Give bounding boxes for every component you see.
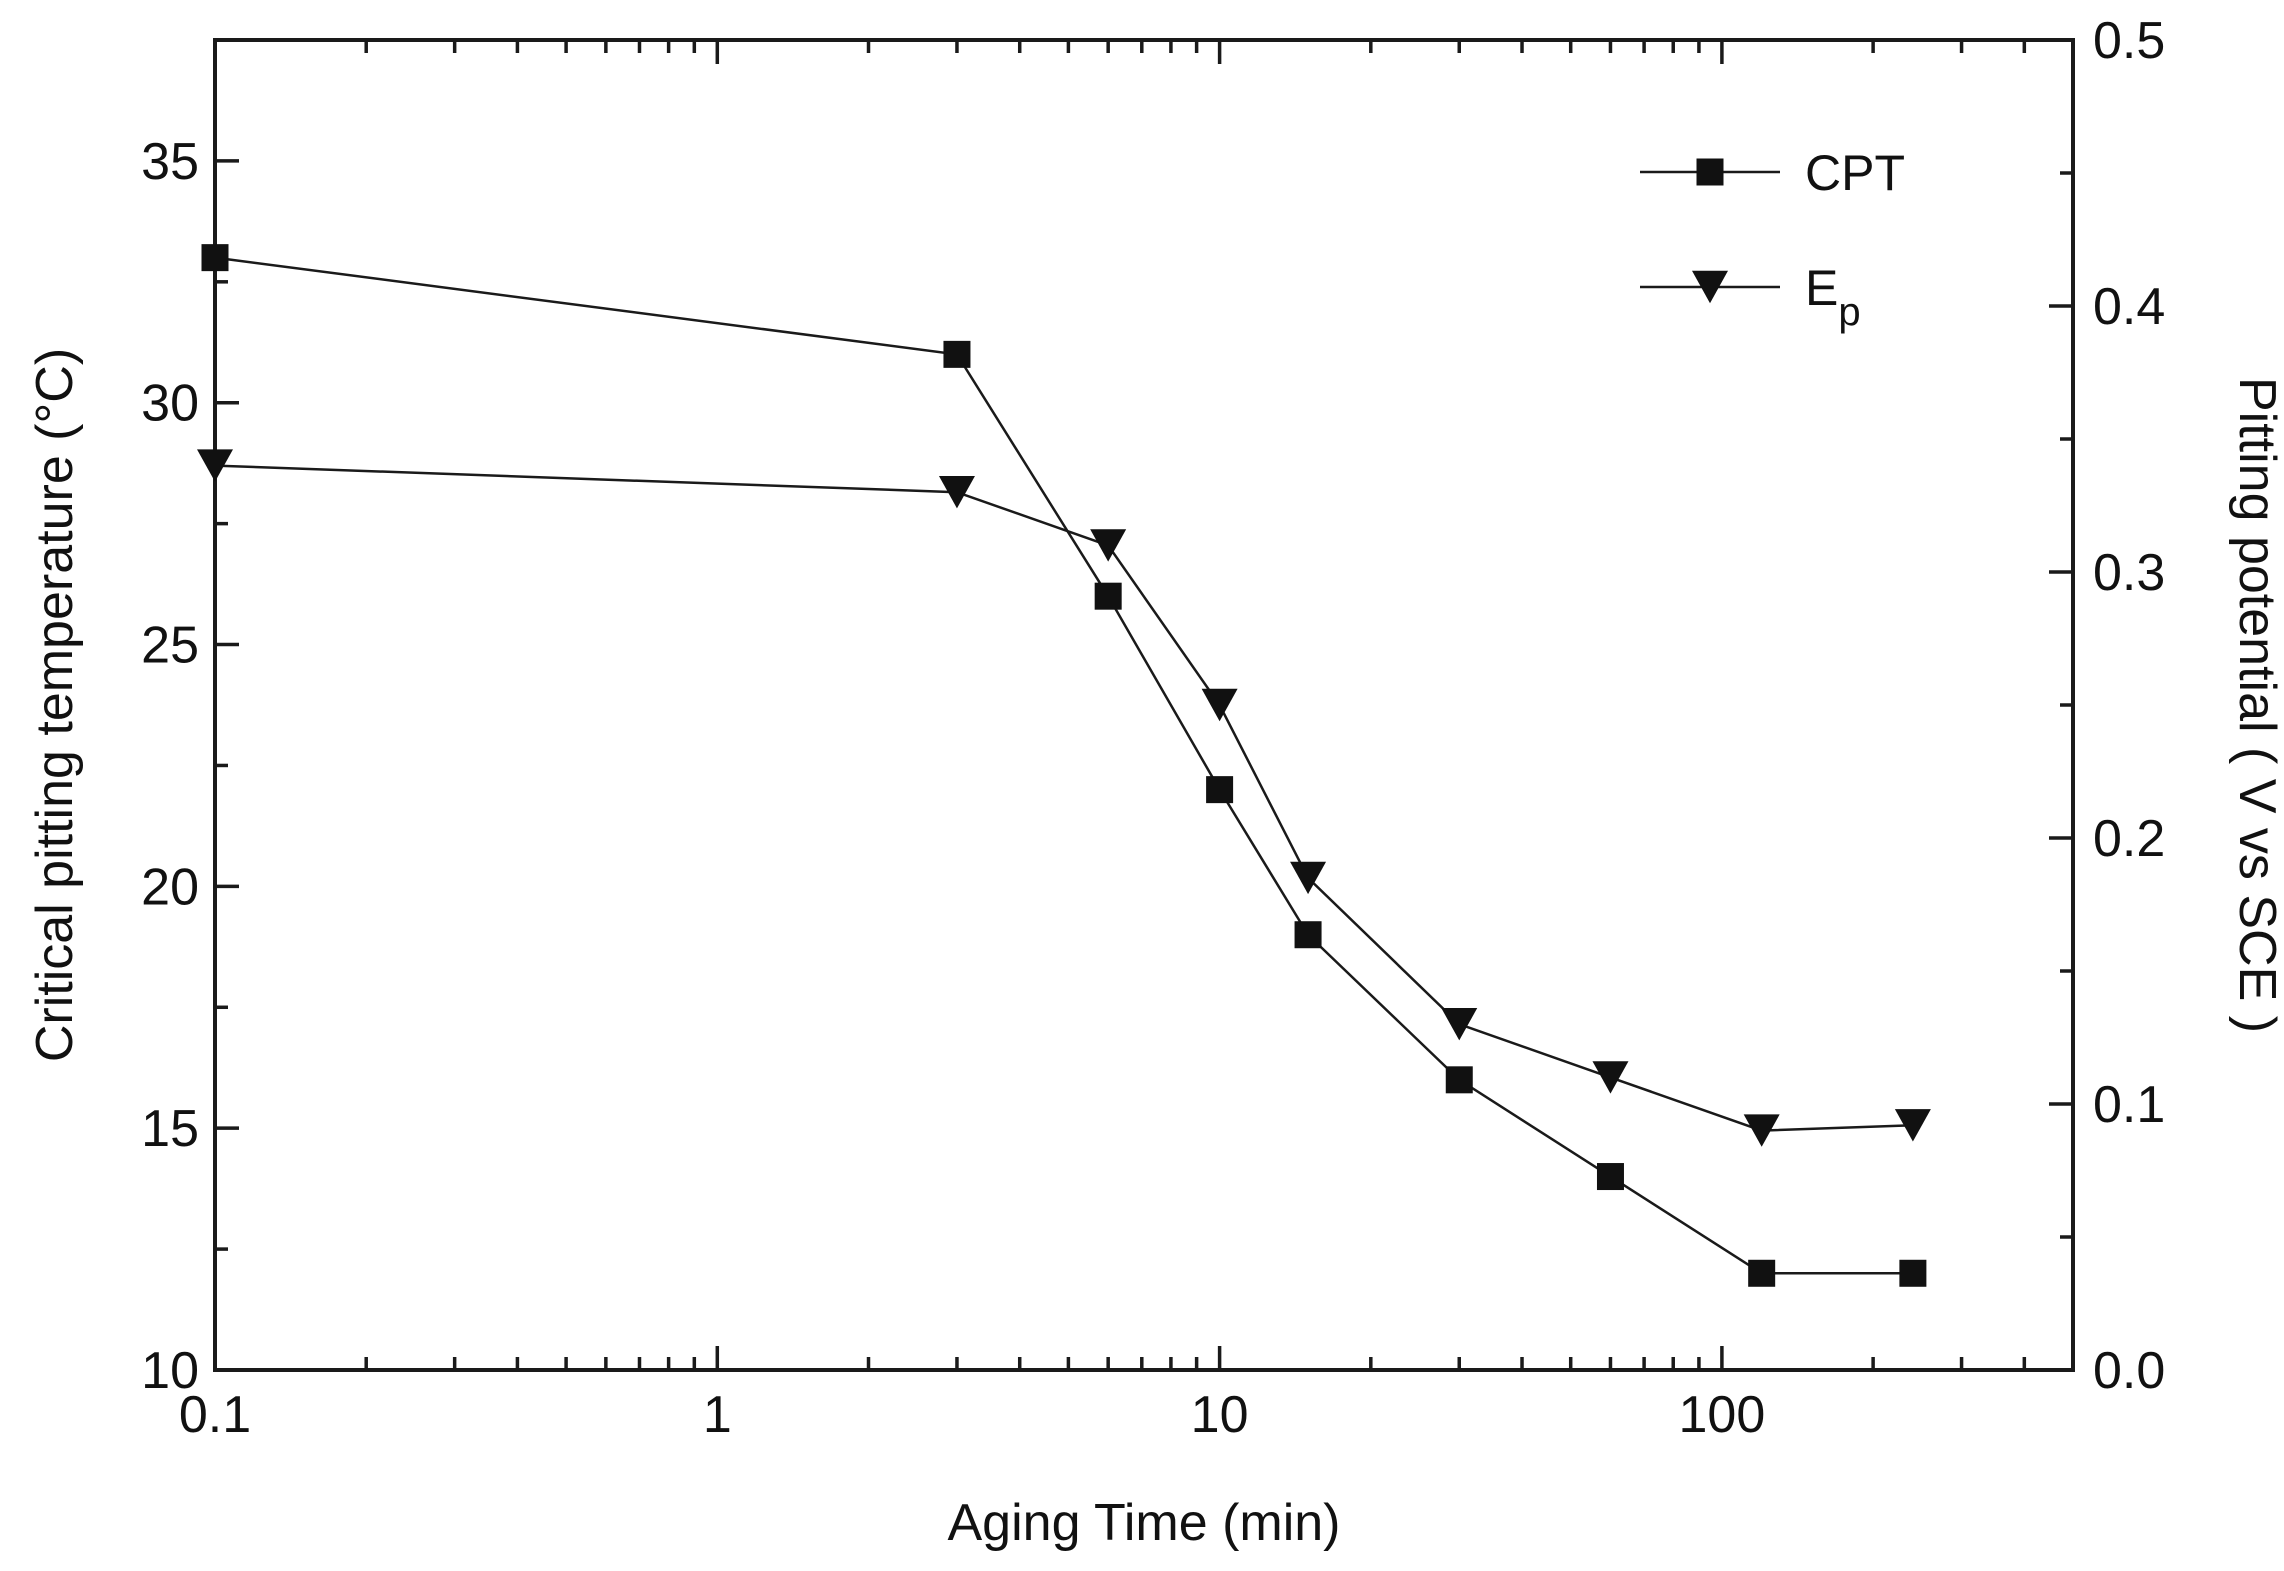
- ep-point: [1290, 861, 1327, 895]
- cpt-point: [1206, 776, 1234, 804]
- y-right-tick-label: 0.0: [2093, 1342, 2165, 1400]
- y-left-tick-label: 10: [141, 1342, 199, 1400]
- ep-point: [1441, 1008, 1478, 1041]
- plot-frame: [213, 38, 2075, 1372]
- series-ep: [197, 449, 1931, 1147]
- x-tick-label: 100: [1679, 1386, 1766, 1444]
- legend-label-ep: Ep: [1805, 260, 1861, 334]
- ep-point: [1090, 529, 1127, 562]
- legend-label-cpt: CPT: [1805, 145, 1905, 201]
- series-cpt: [201, 244, 1927, 1287]
- y-right-tick-label: 0.5: [2093, 12, 2165, 70]
- cpt-point: [943, 340, 971, 368]
- y-left-tick-label: 15: [141, 1100, 199, 1158]
- legend-item-ep: Ep: [1640, 260, 1861, 334]
- y-left-tick-label: 25: [141, 617, 199, 675]
- x-axis-title: Aging Time (min): [948, 1494, 1341, 1552]
- cpt-point: [1899, 1259, 1927, 1287]
- cpt-point: [1094, 582, 1122, 610]
- y-right-tick-label: 0.1: [2093, 1076, 2165, 1134]
- y-right-tick-label: 0.4: [2093, 278, 2165, 336]
- y-left-tick-label: 35: [141, 133, 199, 191]
- cpt-point: [201, 244, 229, 272]
- y-right-tick-label: 0.3: [2093, 544, 2165, 602]
- cpt-line: [214, 256, 1913, 1275]
- tick-marks: [213, 38, 2075, 1372]
- y-axis-right-title: Pitting potential ( V vs SCE ): [2228, 377, 2284, 1033]
- legend: CPT Ep: [1640, 145, 1905, 334]
- ep-line: [214, 464, 1913, 1132]
- series-layer: [197, 244, 1931, 1287]
- legend-marker: [1692, 270, 1728, 304]
- x-tick-label: 0.1: [179, 1386, 251, 1444]
- y-left-tick-label: 20: [141, 858, 199, 916]
- y-axis-left-title: Critical pitting temperature (°C): [26, 348, 84, 1062]
- ep-point: [1592, 1061, 1629, 1094]
- cpt-point: [1748, 1259, 1776, 1287]
- y-left-tick-label: 30: [141, 375, 199, 433]
- x-tick-label: 1: [703, 1386, 732, 1444]
- ep-point: [1894, 1109, 1931, 1142]
- cpt-point: [1596, 1163, 1624, 1191]
- cpt-point: [1294, 921, 1322, 949]
- ep-point: [197, 449, 233, 482]
- ep-point: [938, 476, 975, 509]
- ep-point: [1201, 688, 1238, 722]
- tick-labels: 0.1 1 10 100 10 15 20 25 30 35 0.0 0.1 0.2 0.3 0.4 0.5: [141, 12, 2165, 1444]
- x-tick-label: 10: [1191, 1386, 1249, 1444]
- y-right-tick-label: 0.2: [2093, 810, 2165, 868]
- legend-item-cpt: CPT: [1640, 145, 1905, 201]
- cpt-point: [1445, 1066, 1473, 1094]
- legend-marker: [1696, 158, 1724, 186]
- ep-point: [1743, 1114, 1780, 1147]
